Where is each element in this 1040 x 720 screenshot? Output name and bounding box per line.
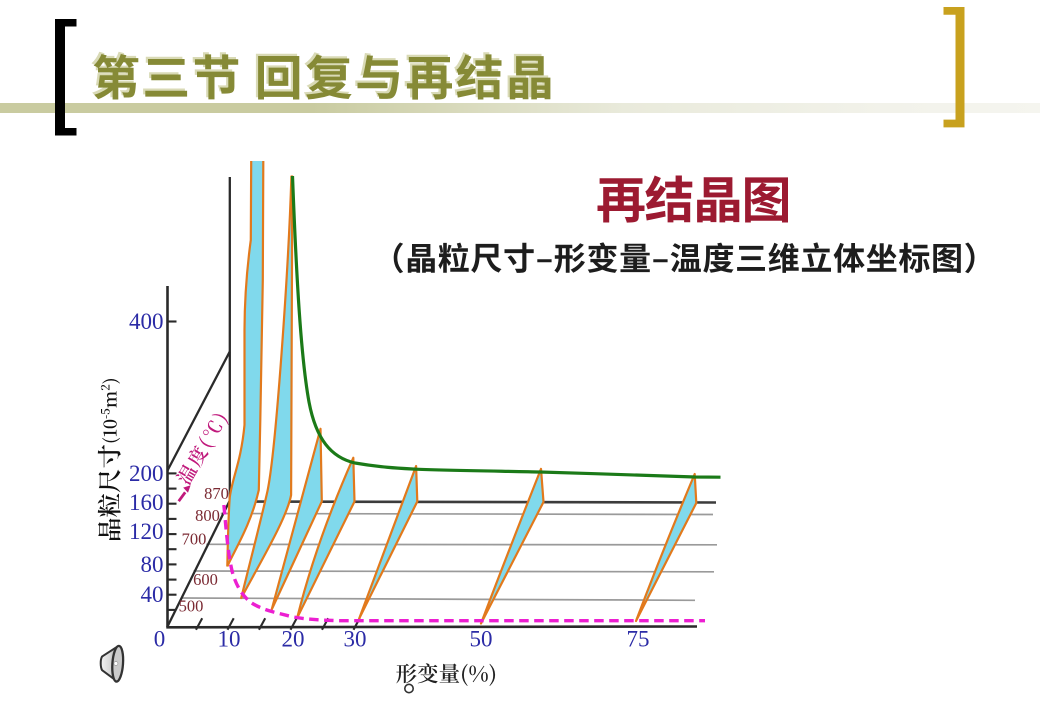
svg-text:870: 870 (204, 484, 229, 503)
svg-text:200: 200 (129, 461, 164, 486)
svg-text:50: 50 (470, 627, 493, 652)
svg-text:75: 75 (627, 627, 650, 652)
svg-text:20: 20 (282, 627, 305, 652)
svg-text:160: 160 (129, 490, 164, 515)
svg-text:700: 700 (182, 530, 207, 549)
svg-text:500: 500 (179, 597, 204, 616)
svg-text:10: 10 (218, 627, 241, 652)
svg-text:80: 80 (141, 552, 164, 577)
svg-text:800: 800 (195, 506, 220, 525)
svg-text:400: 400 (129, 309, 164, 334)
svg-text:120: 120 (129, 519, 164, 544)
svg-text:0: 0 (154, 627, 166, 652)
svg-text:600: 600 (193, 570, 218, 589)
svg-text:40: 40 (141, 582, 164, 607)
svg-text:30: 30 (344, 627, 367, 652)
